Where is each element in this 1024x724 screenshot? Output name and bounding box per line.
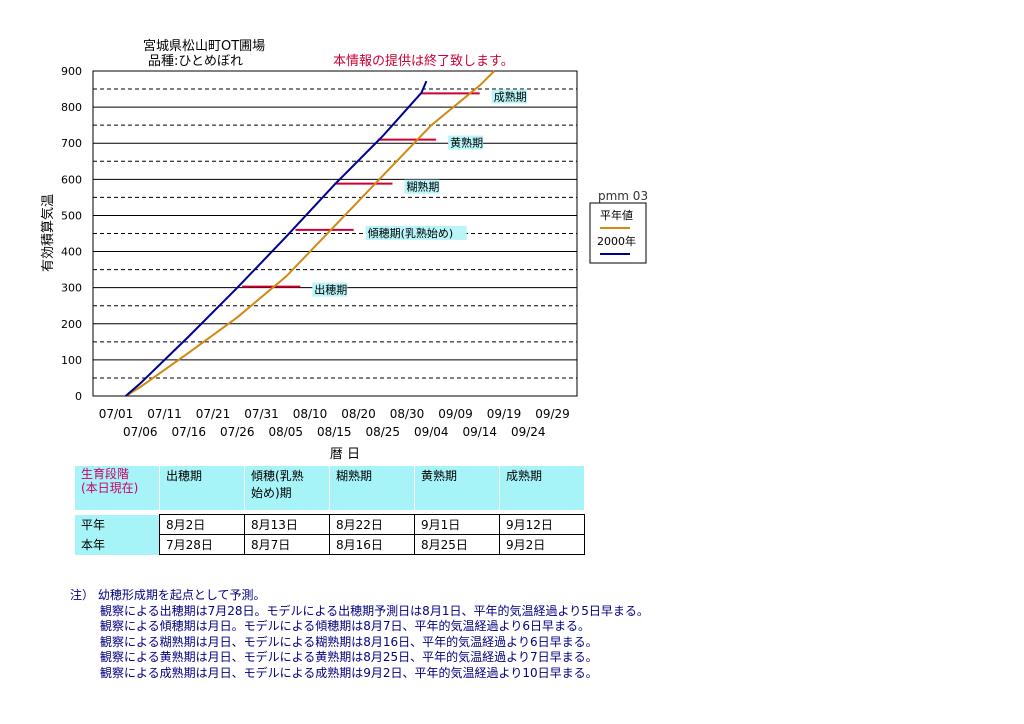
table-cell: 9月2日 xyxy=(499,534,585,555)
x-tick-label: 09/14 xyxy=(462,425,497,439)
table-cell: 7月28日 xyxy=(159,534,245,555)
x-tick-label: 09/29 xyxy=(535,407,570,421)
y-axis-label: 有効積算気温 xyxy=(40,194,56,272)
x-tick-label: 09/04 xyxy=(414,425,449,439)
stage-marker-label: 糊熟期 xyxy=(406,180,439,194)
table-cell: 9月1日 xyxy=(414,514,500,535)
stage-label-header: 生育段階 (本日現在) xyxy=(75,466,160,510)
stage-marker-label-bg xyxy=(312,282,348,297)
table-cell: 8月25日 xyxy=(414,534,500,555)
stage-header-mature: 成熟期 xyxy=(499,466,585,510)
chart: 宮城県松山町OT圃場 品種:ひとめぼれ 本情報の提供は終了致します。 0 100 2… xyxy=(40,38,648,462)
x-tick-label: 07/16 xyxy=(171,425,206,439)
stage-marker-label-bg xyxy=(448,135,484,150)
legend-label-normal: 平年値 xyxy=(600,208,633,222)
legend-label-2000: 2000年 xyxy=(597,234,636,248)
y-tick-label: 0 xyxy=(75,390,82,403)
x-tick-labels: 07/01 07/11 07/21 07/31 08/10 08/20 08/30 09/09… xyxy=(99,407,570,439)
stage-label-line2: (本日現在) xyxy=(81,481,139,495)
notes: 注） 幼穂形成期を起点として予測。 観察による出穂期は7月28日。モデルによる出… xyxy=(70,588,649,681)
table-cell: 8月2日 xyxy=(159,514,245,535)
x-tick-label: 07/11 xyxy=(147,407,182,421)
table-cell: 8月7日 xyxy=(244,534,330,555)
note-line: 観察による黄熟期は月日、モデルによる黄熟期は8月25日、平年的気温経過より7日早… xyxy=(100,650,598,664)
series-line xyxy=(125,70,496,397)
stage-table: 生育段階 (本日現在) 出穂期 傾穂(乳熟 始め)期 糊熟期 黄熟期 成熟期 平年… xyxy=(75,466,585,555)
stage-row-this-year: 本年 7月28日 8月7日 8月16日 8月25日 9月2日 xyxy=(75,534,585,555)
x-tick-label: 09/19 xyxy=(487,407,522,421)
note-line: 観察による傾穂期は月日。モデルによる傾穂期は8月7日、平年的気温経過より6日早ま… xyxy=(100,619,590,633)
y-tick-label: 500 xyxy=(61,209,82,222)
variety-title: 品種:ひとめぼれ xyxy=(148,53,243,69)
site-title: 宮城県松山町OT圃場 xyxy=(143,38,265,54)
legend-title: pmm 03 xyxy=(598,189,648,203)
stage-header-milky: 傾穂(乳熟 始め)期 xyxy=(244,466,330,510)
row-label: 本年 xyxy=(75,534,160,555)
note-line: 観察による出穂期は7月28日。モデルによる出穂期予測日は8月1日、平年的気温経過… xyxy=(100,603,649,618)
note-line: 注） 幼穂形成期を起点として予測。 xyxy=(70,588,266,602)
grid-lines xyxy=(93,88,577,379)
x-tick-label: 07/01 xyxy=(99,407,134,421)
table-cell: 8月16日 xyxy=(329,534,415,555)
stage-table-header: 生育段階 (本日現在) 出穂期 傾穂(乳熟 始め)期 糊熟期 黄熟期 成熟期 xyxy=(75,466,585,510)
y-tick-label: 400 xyxy=(61,246,82,259)
stage-row-normal: 平年 8月2日 8月13日 8月22日 9月1日 9月12日 xyxy=(75,514,585,535)
stage-marker-label: 成熟期 xyxy=(494,89,527,103)
stage-marker-label: 出穂期 xyxy=(314,283,347,297)
y-tick-label: 200 xyxy=(61,318,82,331)
x-tick-label: 09/09 xyxy=(438,407,473,421)
y-tick-label: 100 xyxy=(61,354,82,367)
stage-marker-label: 黄熟期 xyxy=(450,136,483,150)
table-cell: 8月13日 xyxy=(244,514,330,535)
x-tick-label: 09/24 xyxy=(511,425,546,439)
x-tick-label: 07/21 xyxy=(196,407,231,421)
x-tick-label: 08/10 xyxy=(293,407,328,421)
stage-header-dough: 糊熟期 xyxy=(329,466,415,510)
y-tick-label: 300 xyxy=(61,282,82,295)
y-tick-label: 700 xyxy=(61,137,82,150)
x-axis-label: 暦 日 xyxy=(330,447,360,462)
stage-marker-label-bg xyxy=(404,179,440,194)
x-tick-label: 08/30 xyxy=(390,407,425,421)
y-tick-label: 600 xyxy=(61,173,82,186)
series-lines xyxy=(125,70,496,397)
y-tick-label: 800 xyxy=(61,101,82,114)
x-tick-label: 08/20 xyxy=(341,407,376,421)
x-tick-label: 07/31 xyxy=(244,407,279,421)
stage-label-line1: 生育段階 xyxy=(81,467,130,481)
table-cell: 8月22日 xyxy=(329,514,415,535)
x-tick-label: 08/15 xyxy=(317,425,352,439)
stage-markers: 出穂期 傾穂期(乳熟始め) 糊熟期 黄熟期 成熟期 xyxy=(242,89,527,297)
x-tick-label: 07/26 xyxy=(220,425,255,439)
note-line: 観察による成熟期は月日、モデルによる成熟期は9月2日、平年的気温経過より10日早… xyxy=(100,665,598,680)
y-tick-labels: 0 100 200 300 400 500 600 700 800 900 xyxy=(61,65,82,403)
stage-header-yellow: 黄熟期 xyxy=(414,466,500,510)
table-cell: 9月12日 xyxy=(499,514,585,535)
series-line xyxy=(125,80,428,397)
x-tick-label: 08/25 xyxy=(365,425,400,439)
note-line: 観察による糊熟期は月日、モデルによる糊熟期は8月16日、平年的気温経過より6日早… xyxy=(100,634,598,649)
stage-marker-label-bg xyxy=(365,225,467,240)
x-tick-label: 08/05 xyxy=(268,425,303,439)
y-tick-label: 900 xyxy=(61,65,82,78)
row-label: 平年 xyxy=(75,514,160,535)
notice-text: 本情報の提供は終了致します。 xyxy=(333,53,514,69)
stage-header-heading: 出穂期 xyxy=(159,466,245,510)
stage-marker-label-bg xyxy=(491,89,527,104)
x-tick-label: 07/06 xyxy=(123,425,158,439)
stage-marker-label: 傾穂期(乳熟始め) xyxy=(368,226,454,240)
